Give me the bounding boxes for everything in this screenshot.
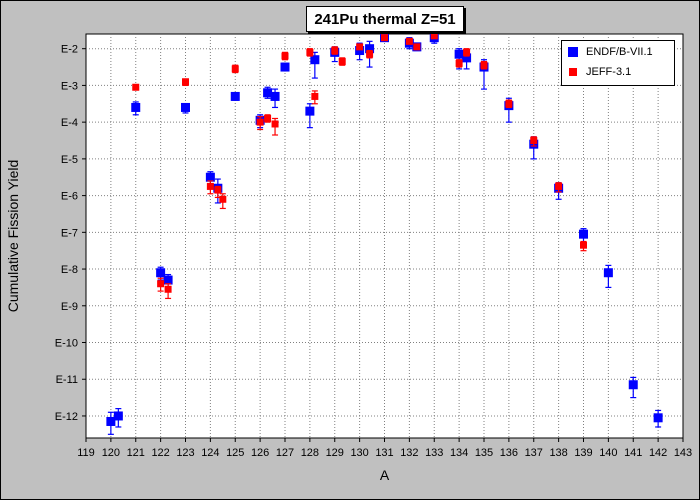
data-point	[454, 49, 464, 59]
x-tick-label: 121	[127, 447, 145, 459]
data-point	[580, 241, 587, 249]
data-point	[603, 268, 613, 278]
data-point	[106, 416, 116, 426]
data-point	[156, 268, 166, 278]
x-tick-label: 129	[326, 447, 344, 459]
x-tick-label: 120	[102, 447, 120, 459]
legend-marker-jeff	[569, 68, 577, 76]
y-tick-label: E-10	[55, 338, 78, 350]
y-tick-label: E-5	[61, 154, 78, 166]
y-tick-label: E-12	[55, 411, 78, 423]
data-point	[271, 120, 279, 128]
data-point	[628, 380, 638, 390]
y-tick-label: E-7	[61, 227, 78, 239]
data-point	[157, 280, 165, 288]
y-tick-label: E-9	[61, 301, 78, 313]
y-tick-label: E-11	[56, 374, 78, 386]
x-tick-label: 125	[226, 447, 244, 459]
x-tick-label: 137	[525, 447, 543, 459]
data-point	[530, 137, 538, 145]
x-tick-label: 143	[674, 447, 692, 459]
x-tick-label: 136	[500, 447, 518, 459]
data-point	[270, 91, 280, 101]
data-point	[381, 34, 388, 42]
data-point	[256, 118, 264, 126]
data-point	[305, 106, 315, 116]
x-tick-label: 122	[151, 447, 169, 459]
data-point	[405, 37, 413, 45]
x-tick-label: 119	[77, 447, 95, 459]
data-point	[230, 91, 240, 101]
x-tick-label: 131	[375, 447, 393, 459]
x-tick-label: 139	[574, 447, 592, 459]
legend-label-jeff: JEFF-3.1	[586, 66, 632, 78]
data-point	[264, 114, 272, 122]
data-point	[653, 413, 663, 423]
legend-label-endf: ENDF/B-VII.1	[586, 46, 653, 58]
x-tick-label: 127	[276, 447, 294, 459]
data-point	[355, 46, 365, 56]
data-point	[181, 102, 190, 112]
data-point	[306, 48, 314, 56]
data-point	[231, 65, 239, 73]
data-point	[430, 32, 438, 40]
x-tick-label: 126	[251, 447, 269, 459]
data-point	[413, 43, 421, 51]
data-point	[206, 182, 214, 190]
x-tick-label: 134	[450, 447, 468, 459]
x-tick-label: 124	[201, 447, 219, 459]
x-tick-label: 141	[624, 447, 642, 459]
data-point	[263, 88, 273, 98]
data-point	[132, 83, 140, 91]
data-point	[555, 182, 563, 190]
data-point	[219, 195, 227, 203]
data-point	[205, 172, 215, 182]
y-tick-label: E-2	[61, 44, 78, 56]
legend-item-jeff: JEFF-3.1	[568, 66, 631, 78]
x-tick-label: 140	[599, 447, 617, 459]
x-tick-label: 138	[549, 447, 567, 459]
legend-item-endf: ENDF/B-VII.1	[568, 46, 653, 58]
y-tick-label: E-3	[61, 80, 78, 92]
x-tick-label: 128	[301, 447, 319, 459]
data-point	[214, 186, 222, 194]
data-point	[163, 275, 173, 285]
legend-marker-endf	[568, 47, 578, 57]
data-point	[365, 44, 375, 54]
x-axis-label: A	[380, 467, 390, 483]
data-point	[113, 411, 123, 421]
data-point	[281, 52, 289, 60]
x-tick-label: 142	[649, 447, 667, 459]
x-tick-label: 135	[475, 447, 493, 459]
data-point	[462, 53, 472, 63]
data-point	[338, 58, 346, 66]
data-point	[366, 50, 374, 58]
x-tick-label: 123	[176, 447, 194, 459]
data-point	[310, 55, 320, 65]
data-point	[480, 61, 488, 69]
y-tick-label: E-8	[61, 264, 78, 276]
chart-title: 241Pu thermal Z=51	[306, 6, 464, 32]
data-point	[311, 92, 319, 100]
data-point	[505, 100, 513, 108]
legend: ENDF/B-VII.1 JEFF-3.1	[561, 40, 675, 86]
y-axis-label: Cumulative Fission Yield	[5, 160, 21, 313]
data-point	[182, 78, 189, 86]
y-tick-label: E-6	[61, 191, 78, 203]
data-point	[356, 43, 364, 51]
data-point	[463, 48, 471, 56]
series-1	[132, 32, 587, 300]
x-tick-label: 130	[350, 447, 368, 459]
x-tick-label: 132	[400, 447, 418, 459]
data-point	[579, 229, 588, 239]
x-tick-label: 133	[425, 447, 443, 459]
data-point	[280, 62, 290, 72]
data-point	[164, 285, 172, 293]
y-tick-label: E-4	[61, 117, 78, 129]
data-point	[331, 47, 339, 55]
data-point	[455, 59, 463, 67]
data-point	[131, 102, 141, 112]
